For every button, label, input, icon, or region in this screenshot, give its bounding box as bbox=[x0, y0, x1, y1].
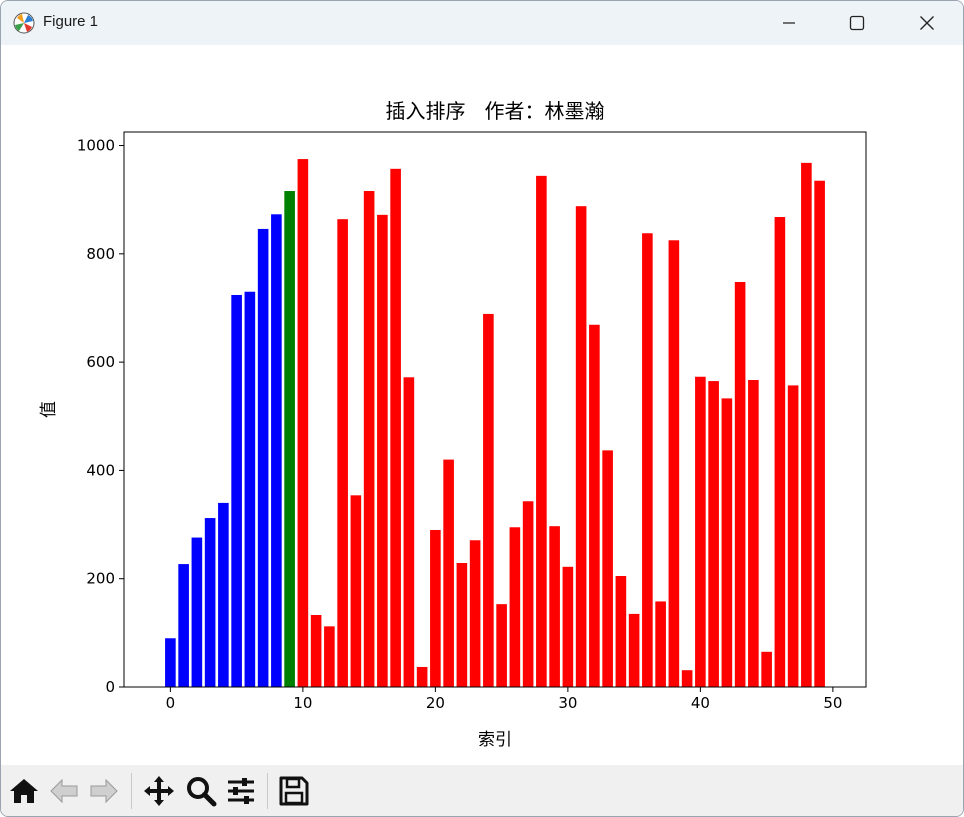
bar bbox=[708, 381, 719, 687]
chart-title: 插入排序 作者：林墨瀚 bbox=[385, 99, 604, 123]
y-tick-label: 800 bbox=[86, 245, 115, 263]
bar bbox=[310, 614, 322, 687]
bar bbox=[218, 502, 229, 687]
bar bbox=[602, 450, 613, 687]
toolbar-separator bbox=[267, 773, 268, 809]
bar bbox=[681, 670, 693, 687]
x-axis-label: 索引 bbox=[478, 730, 512, 750]
save-button[interactable] bbox=[276, 773, 312, 809]
bar bbox=[562, 566, 574, 687]
bar bbox=[324, 626, 335, 687]
y-tick-label: 1000 bbox=[77, 137, 115, 155]
bar bbox=[814, 180, 825, 688]
toolbar-separator bbox=[131, 773, 132, 809]
bar bbox=[430, 529, 441, 687]
bar bbox=[204, 518, 216, 687]
bar bbox=[801, 162, 812, 687]
save-icon bbox=[279, 776, 309, 806]
bar bbox=[165, 638, 176, 687]
bar bbox=[377, 214, 388, 687]
bar bbox=[496, 604, 507, 687]
y-tick-label: 200 bbox=[86, 570, 115, 588]
bar bbox=[284, 191, 295, 687]
bar bbox=[589, 324, 600, 687]
pan-button[interactable] bbox=[141, 773, 177, 809]
home-icon bbox=[10, 779, 38, 803]
bar bbox=[297, 159, 309, 687]
bar bbox=[456, 563, 468, 687]
y-tick-label: 600 bbox=[86, 353, 115, 371]
configure-subplots-icon bbox=[228, 778, 254, 804]
bar bbox=[363, 191, 375, 687]
title-bar[interactable]: Figure 1 bbox=[1, 1, 963, 45]
x-tick-label: 50 bbox=[823, 694, 842, 712]
pan-icon bbox=[144, 776, 174, 806]
bar bbox=[695, 376, 706, 687]
forward-button[interactable] bbox=[86, 773, 122, 809]
bar bbox=[483, 313, 494, 687]
minimize-button[interactable] bbox=[766, 1, 812, 45]
bar bbox=[774, 217, 786, 687]
bar bbox=[178, 564, 189, 687]
x-tick-label: 30 bbox=[558, 694, 577, 712]
minimize-icon bbox=[783, 22, 795, 24]
bar bbox=[191, 537, 203, 687]
bar bbox=[748, 379, 759, 687]
bar bbox=[575, 206, 587, 687]
plot-frame bbox=[123, 131, 867, 688]
bar bbox=[337, 219, 348, 688]
bar bbox=[615, 576, 627, 687]
bar bbox=[642, 233, 653, 687]
x-tick-label: 0 bbox=[166, 694, 176, 712]
figure-canvas[interactable]: 0 10 20 30 40 50 0 200 400 600 800 1000 插入排序 作者：林墨瀚索… bbox=[1, 45, 963, 765]
zoom-icon bbox=[187, 777, 217, 807]
y-tick-label: 0 bbox=[105, 678, 115, 696]
bar bbox=[721, 398, 733, 687]
close-button[interactable] bbox=[904, 1, 950, 45]
matplotlib-icon bbox=[13, 12, 35, 34]
bar bbox=[787, 385, 799, 687]
bar bbox=[522, 501, 534, 687]
bar bbox=[244, 291, 256, 687]
bar bbox=[416, 666, 428, 687]
y-tick-label: 400 bbox=[86, 461, 115, 479]
close-icon bbox=[920, 16, 934, 30]
x-tick-label: 10 bbox=[293, 694, 312, 712]
bar bbox=[231, 294, 242, 687]
maximize-button[interactable] bbox=[834, 1, 880, 45]
bar bbox=[271, 214, 282, 688]
bar bbox=[628, 613, 640, 687]
bar bbox=[734, 281, 746, 687]
bar bbox=[350, 495, 362, 687]
bar bbox=[469, 540, 481, 687]
bar-chart: 0 10 20 30 40 50 0 200 400 600 800 1000 插入排序 作者：林墨瀚索… bbox=[39, 99, 867, 750]
bar bbox=[761, 651, 772, 687]
bar bbox=[668, 240, 680, 688]
bar bbox=[509, 527, 521, 687]
maximize-icon bbox=[849, 15, 865, 31]
x-tick-label: 40 bbox=[691, 694, 710, 712]
x-tick-label: 20 bbox=[426, 694, 445, 712]
bar bbox=[403, 377, 415, 687]
bar bbox=[655, 601, 666, 687]
configure-subplots-button[interactable] bbox=[223, 773, 259, 809]
back-button[interactable] bbox=[46, 773, 82, 809]
zoom-button[interactable] bbox=[183, 773, 219, 809]
y-axis-label: 值 bbox=[39, 401, 59, 418]
navigation-toolbar bbox=[1, 765, 963, 816]
home-button[interactable] bbox=[6, 773, 42, 809]
bar bbox=[390, 168, 401, 687]
bar bbox=[257, 228, 269, 688]
forward-arrow-icon bbox=[90, 778, 118, 804]
bar bbox=[536, 175, 547, 688]
bar bbox=[443, 459, 454, 687]
bar bbox=[549, 526, 560, 687]
back-arrow-icon bbox=[50, 778, 78, 804]
window-title: Figure 1 bbox=[43, 13, 99, 30]
